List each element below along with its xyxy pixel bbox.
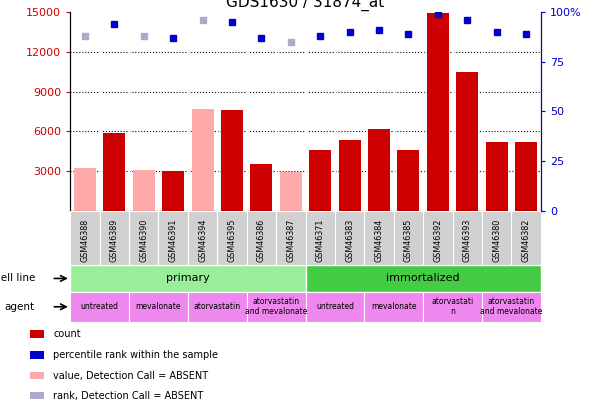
Bar bbox=[427, 13, 449, 211]
Text: mevalonate: mevalonate bbox=[136, 302, 181, 311]
Bar bbox=[74, 168, 96, 211]
Bar bbox=[397, 150, 419, 211]
Bar bbox=[100, 211, 129, 265]
Bar bbox=[129, 211, 158, 265]
Bar bbox=[306, 292, 364, 322]
Text: value, Detection Call = ABSENT: value, Detection Call = ABSENT bbox=[53, 371, 208, 381]
Text: GSM46380: GSM46380 bbox=[492, 219, 501, 262]
Text: percentile rank within the sample: percentile rank within the sample bbox=[53, 350, 218, 360]
Bar bbox=[423, 292, 482, 322]
Bar bbox=[515, 142, 537, 211]
Bar bbox=[456, 72, 478, 211]
Bar bbox=[306, 211, 335, 265]
Title: GDS1630 / 31874_at: GDS1630 / 31874_at bbox=[226, 0, 385, 11]
Text: GSM46382: GSM46382 bbox=[522, 219, 530, 262]
Bar bbox=[247, 211, 276, 265]
Text: GSM46390: GSM46390 bbox=[139, 219, 148, 262]
Text: GSM46371: GSM46371 bbox=[316, 219, 324, 262]
Text: GSM46392: GSM46392 bbox=[433, 219, 442, 262]
Bar bbox=[30, 372, 45, 379]
Bar bbox=[129, 292, 188, 322]
Bar bbox=[247, 292, 306, 322]
Bar bbox=[368, 128, 390, 211]
Text: atorvastatin
and mevalonate: atorvastatin and mevalonate bbox=[480, 297, 543, 316]
Bar bbox=[162, 171, 184, 211]
Text: GSM46393: GSM46393 bbox=[463, 219, 472, 262]
Text: GSM46388: GSM46388 bbox=[81, 219, 89, 262]
Bar bbox=[70, 292, 129, 322]
Bar bbox=[364, 292, 423, 322]
Bar bbox=[482, 211, 511, 265]
Bar bbox=[192, 109, 214, 211]
Bar bbox=[221, 110, 243, 211]
Bar bbox=[30, 330, 45, 338]
Text: immortalized: immortalized bbox=[386, 273, 460, 283]
Bar bbox=[218, 211, 247, 265]
Bar bbox=[338, 141, 360, 211]
Bar bbox=[133, 170, 155, 211]
Bar bbox=[276, 211, 306, 265]
Text: GSM46387: GSM46387 bbox=[287, 219, 295, 262]
Text: GSM46391: GSM46391 bbox=[169, 219, 178, 262]
Bar bbox=[393, 211, 423, 265]
Text: untreated: untreated bbox=[81, 302, 119, 311]
Text: GSM46385: GSM46385 bbox=[404, 219, 413, 262]
Text: atorvastatin
and mevalonate: atorvastatin and mevalonate bbox=[245, 297, 307, 316]
Bar bbox=[103, 132, 125, 211]
Bar bbox=[158, 211, 188, 265]
Bar bbox=[309, 150, 331, 211]
Bar bbox=[511, 211, 541, 265]
Text: count: count bbox=[53, 329, 81, 339]
Text: GSM46383: GSM46383 bbox=[345, 219, 354, 262]
Text: untreated: untreated bbox=[316, 302, 354, 311]
Text: rank, Detection Call = ABSENT: rank, Detection Call = ABSENT bbox=[53, 390, 203, 401]
Bar bbox=[188, 292, 247, 322]
Bar bbox=[188, 211, 218, 265]
Text: primary: primary bbox=[166, 273, 210, 283]
Text: mevalonate: mevalonate bbox=[371, 302, 417, 311]
Bar bbox=[30, 392, 45, 399]
Bar bbox=[423, 211, 453, 265]
Bar bbox=[70, 211, 100, 265]
Bar bbox=[30, 351, 45, 359]
Bar bbox=[280, 172, 302, 211]
Bar bbox=[306, 265, 541, 292]
Bar bbox=[364, 211, 393, 265]
Text: GSM46386: GSM46386 bbox=[257, 219, 266, 262]
Text: agent: agent bbox=[5, 302, 35, 312]
Bar bbox=[251, 164, 273, 211]
Text: GSM46394: GSM46394 bbox=[198, 219, 207, 262]
Bar bbox=[70, 265, 306, 292]
Text: GSM46389: GSM46389 bbox=[110, 219, 119, 262]
Text: cell line: cell line bbox=[0, 273, 35, 283]
Bar bbox=[453, 211, 482, 265]
Text: atorvastatin: atorvastatin bbox=[194, 302, 241, 311]
Bar bbox=[482, 292, 541, 322]
Bar bbox=[335, 211, 364, 265]
Text: GSM46384: GSM46384 bbox=[375, 219, 384, 262]
Bar bbox=[486, 142, 508, 211]
Text: atorvastati
n: atorvastati n bbox=[431, 297, 474, 316]
Text: GSM46395: GSM46395 bbox=[227, 219, 236, 262]
